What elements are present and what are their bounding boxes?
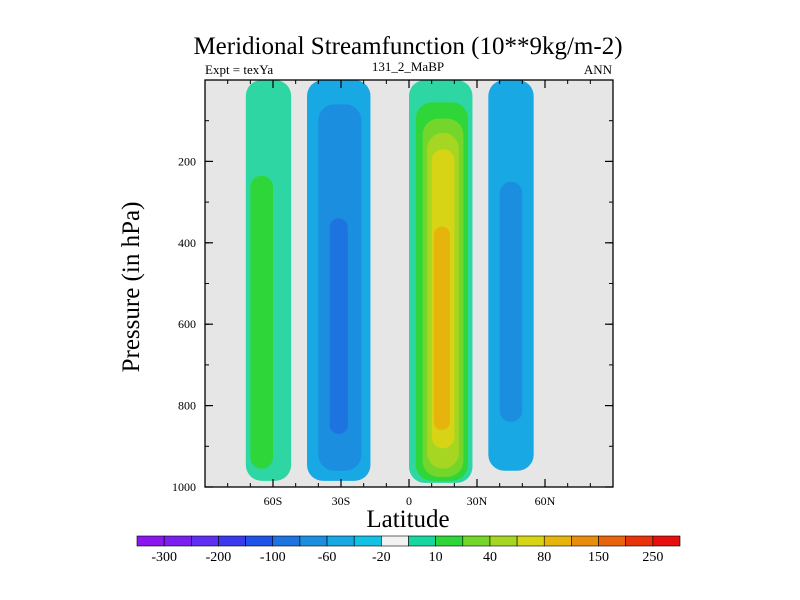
colorbar-label: -20 [372, 550, 391, 565]
contour-cell-sh-mid-inner [329, 218, 348, 435]
colorbar-box [408, 535, 436, 547]
x-tick-label: 30N [467, 494, 488, 508]
colorbar-label: -100 [260, 550, 286, 565]
colorbar-box [435, 535, 464, 547]
contour-cell-nh-mid-inner [499, 181, 523, 422]
colorbar-label: 250 [642, 550, 663, 565]
x-tick-label: 0 [406, 494, 412, 508]
y-axis-label: Pressure (in hPa) [118, 202, 145, 373]
colorbar-box [516, 535, 545, 547]
contour-cell-tr-5 [433, 226, 450, 431]
colorbar: -300 -200 -100 -60 -20 10 40 80 150 250 [136, 535, 681, 565]
colorbar-label: -200 [206, 550, 232, 565]
colorbar-box [625, 535, 654, 547]
colorbar-label: -300 [151, 550, 177, 565]
colorbar-label: 150 [588, 550, 609, 565]
x-tick-label: 60N [535, 494, 556, 508]
chart-title: Meridional Streamfunction (10**9kg/m-2) [193, 33, 622, 60]
contour-fill-layer [245, 80, 534, 483]
colorbar-box [598, 535, 626, 547]
x-axis-label: Latitude [366, 506, 449, 533]
y-tick-label: 600 [178, 317, 196, 331]
y-axis: 200 400 600 800 1000 [172, 120, 613, 494]
x-tick-label: 30S [332, 494, 351, 508]
colorbar-label: 80 [537, 550, 551, 565]
colorbar-box [218, 535, 246, 547]
experiment-label: Expt = texYa [205, 62, 273, 77]
y-tick-label: 1000 [172, 480, 196, 494]
colorbar-box [136, 535, 165, 547]
colorbar-label: 10 [429, 550, 443, 565]
colorbar-box [191, 535, 219, 547]
colorbar-box [571, 535, 599, 547]
x-axis: 60S 30S 0 30N 60N [204, 80, 614, 508]
x-tick-label: 60S [264, 494, 283, 508]
colorbar-box [272, 535, 301, 547]
y-tick-label: 400 [178, 236, 196, 250]
colorbar-box [245, 535, 274, 547]
colorbar-box [381, 535, 409, 547]
y-tick-label: 200 [178, 154, 196, 168]
season-label: ANN [584, 62, 613, 77]
colorbar-box [326, 535, 355, 547]
colorbar-label: 40 [483, 550, 497, 565]
contour-cell-sh-sub-inner [250, 175, 273, 469]
colorbar-box [299, 535, 328, 547]
colorbar-label: -60 [318, 550, 337, 565]
colorbar-box [353, 535, 382, 547]
colorbar-box [652, 535, 681, 547]
run-label: 131_2_MaBP [372, 59, 444, 74]
colorbar-box [462, 535, 491, 547]
y-tick-label: 800 [178, 399, 196, 413]
colorbar-box [489, 535, 518, 547]
colorbar-box [163, 535, 192, 547]
colorbar-box [543, 535, 572, 547]
